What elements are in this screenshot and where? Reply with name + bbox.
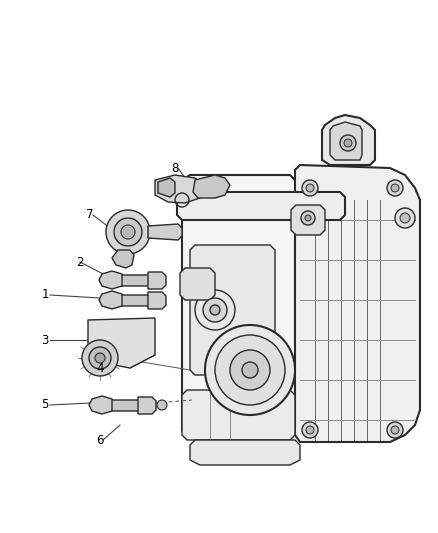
- Polygon shape: [177, 192, 345, 220]
- Circle shape: [395, 208, 415, 228]
- Polygon shape: [112, 250, 134, 268]
- Polygon shape: [89, 396, 115, 414]
- Circle shape: [305, 215, 311, 221]
- Text: 7: 7: [86, 208, 94, 222]
- Circle shape: [82, 340, 118, 376]
- Polygon shape: [291, 205, 325, 235]
- Circle shape: [89, 347, 111, 369]
- Text: 3: 3: [41, 334, 49, 346]
- Circle shape: [391, 426, 399, 434]
- Polygon shape: [155, 175, 205, 203]
- Polygon shape: [158, 178, 175, 197]
- Polygon shape: [148, 224, 182, 240]
- Text: 6: 6: [96, 433, 104, 447]
- Polygon shape: [88, 318, 155, 368]
- Polygon shape: [148, 292, 166, 309]
- Circle shape: [302, 180, 318, 196]
- Circle shape: [205, 325, 295, 415]
- Text: 5: 5: [41, 399, 49, 411]
- Polygon shape: [193, 175, 230, 198]
- Polygon shape: [182, 390, 295, 440]
- Circle shape: [344, 139, 352, 147]
- Polygon shape: [330, 122, 362, 160]
- Circle shape: [121, 225, 135, 239]
- Circle shape: [387, 422, 403, 438]
- Circle shape: [215, 335, 285, 405]
- Text: 8: 8: [171, 161, 179, 174]
- Polygon shape: [99, 271, 125, 289]
- Polygon shape: [190, 245, 275, 375]
- Polygon shape: [295, 165, 420, 442]
- Polygon shape: [180, 268, 215, 300]
- Circle shape: [400, 213, 410, 223]
- Polygon shape: [112, 400, 142, 411]
- Circle shape: [387, 180, 403, 196]
- Circle shape: [391, 184, 399, 192]
- Polygon shape: [122, 275, 152, 286]
- Circle shape: [157, 400, 167, 410]
- Circle shape: [195, 290, 235, 330]
- Circle shape: [242, 362, 258, 378]
- Polygon shape: [182, 175, 300, 435]
- Circle shape: [106, 210, 150, 254]
- Circle shape: [95, 353, 105, 363]
- Circle shape: [203, 298, 227, 322]
- Circle shape: [210, 305, 220, 315]
- Text: 4: 4: [96, 361, 104, 375]
- Text: 2: 2: [76, 255, 84, 269]
- Circle shape: [302, 422, 318, 438]
- Polygon shape: [148, 272, 166, 289]
- Polygon shape: [122, 295, 152, 306]
- Circle shape: [301, 211, 315, 225]
- Text: 1: 1: [41, 288, 49, 302]
- Polygon shape: [322, 115, 375, 165]
- Circle shape: [230, 350, 270, 390]
- Polygon shape: [190, 440, 300, 465]
- Polygon shape: [138, 397, 156, 414]
- Circle shape: [340, 135, 356, 151]
- Circle shape: [306, 426, 314, 434]
- Polygon shape: [99, 291, 125, 309]
- Circle shape: [114, 218, 142, 246]
- Circle shape: [306, 184, 314, 192]
